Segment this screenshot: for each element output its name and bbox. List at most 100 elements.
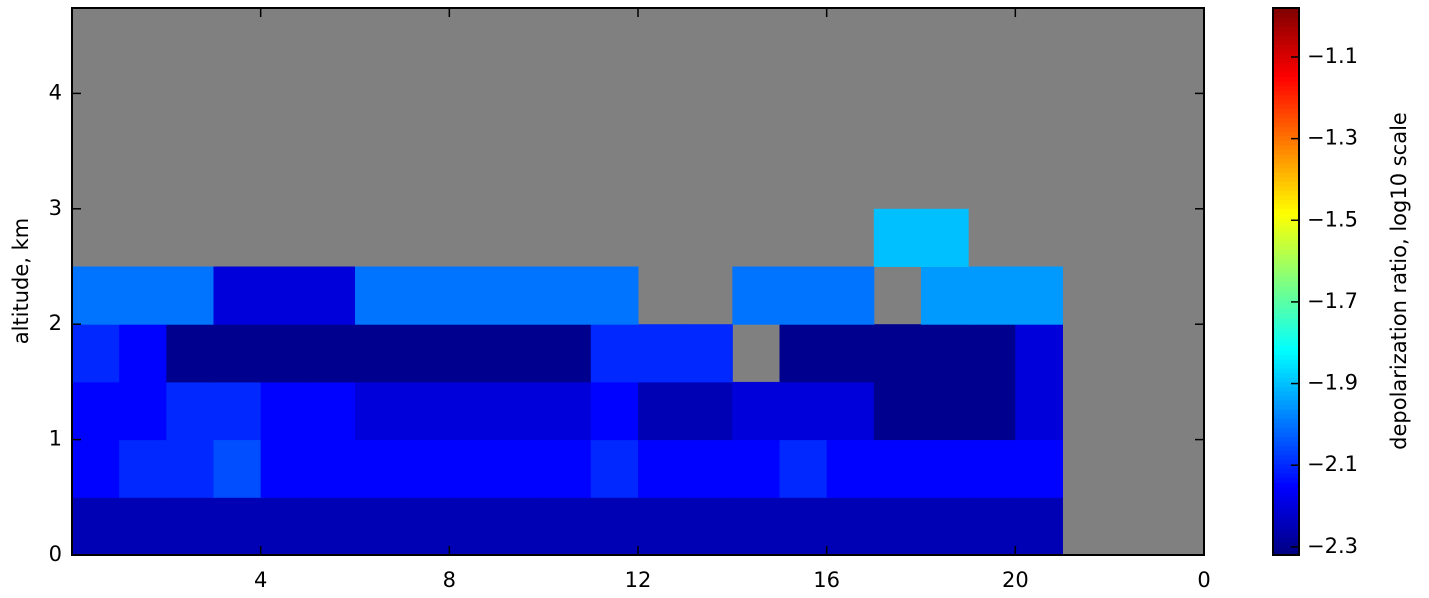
heatmap-cell [402,266,450,325]
colorbar-segment [1273,21,1299,27]
colorbar-segment [1273,258,1299,264]
colorbar-segment [1273,495,1299,501]
colorbar-segment [1273,254,1299,260]
colorbar-segment [1273,76,1299,82]
heatmap-cell [119,324,167,383]
colorbar-segment [1273,308,1299,315]
colorbar-segment [1273,26,1299,32]
colorbar-segment [1273,117,1299,123]
heatmap-cell [213,439,262,498]
y-tick-label: 1 [49,427,62,451]
colorbar-segment [1273,536,1299,542]
colorbar-segment [1273,263,1299,269]
heatmap-cell [496,439,545,498]
colorbar-segment [1273,504,1299,511]
colorbar-segment [1273,286,1299,292]
colorbar-segment [1273,126,1299,132]
heatmap-cell [873,208,922,267]
heatmap-cell [1015,497,1063,556]
colorbar-segment [1273,290,1299,296]
heatmap-cell [685,381,733,441]
colorbar-segment [1273,327,1299,333]
colorbar-segment [1273,441,1299,447]
heatmap-cell [307,497,356,556]
heatmap-cell [590,439,639,498]
colorbar-segment [1273,162,1299,169]
heatmap-cell [496,497,545,556]
heatmap-cell [638,381,686,441]
colorbar-segment [1273,550,1299,556]
colorbar-tick-label: −1.5 [1307,207,1358,231]
heatmap-cell [260,497,309,556]
colorbar-segment [1273,322,1299,328]
colorbar-segment [1273,108,1299,114]
heatmap-cell [119,497,167,556]
heatmap-cell [72,266,120,325]
heatmap-cell [119,381,167,441]
heatmap-cell [826,266,875,325]
heatmap-cell [496,324,545,383]
heatmap-cell [921,324,969,383]
colorbar-label: depolarization ratio, log10 scale [1387,112,1411,450]
heatmap-cell [779,497,828,556]
colorbar-segment [1273,500,1299,506]
colorbar-tick-label: −2.3 [1307,534,1358,558]
colorbar-tick-label: −2.1 [1307,452,1358,476]
heatmap-cell [732,381,780,441]
colorbar-segment [1273,358,1299,365]
heatmap-cell [543,497,592,556]
heatmap-cell [921,439,969,498]
colorbar-segment [1273,518,1299,524]
heatmap-cell [355,381,403,441]
heatmap-cell [260,324,309,383]
heatmap-cell [685,497,733,556]
colorbar-segment [1273,317,1299,324]
heatmap-cell [213,497,262,556]
heatmap-cell [260,381,309,441]
colorbar-segment [1273,121,1299,128]
colorbar-segment [1273,140,1299,146]
colorbar-segment [1273,527,1299,533]
x-tick-label: 16 [813,568,840,592]
x-tick-label: 0 [1197,568,1210,592]
heatmap-cell [590,381,639,441]
colorbar-segment [1273,272,1299,278]
colorbar-tick-label: −1.3 [1307,126,1358,150]
heatmap-cell [260,439,309,498]
colorbar-segment [1273,222,1299,228]
heatmap-cell [72,497,120,556]
colorbar-segment [1273,199,1299,205]
heatmap-cell [119,266,167,325]
heatmap-cell [307,324,356,383]
y-tick-label: 4 [49,80,62,104]
colorbar-segment [1273,491,1299,497]
colorbar-segment [1273,208,1299,214]
colorbar-segment [1273,240,1299,246]
y-tick-label: 0 [49,542,62,566]
heatmap-cell [166,497,214,556]
colorbar-segment [1273,35,1299,41]
heatmap-cell [1015,381,1063,441]
heatmap-cell [968,266,1016,325]
heatmap-cell [873,381,922,441]
colorbar-tick-label: −1.7 [1307,289,1358,313]
heatmap-cell [779,266,828,325]
heatmap-cell [779,439,828,498]
colorbar-segment [1273,459,1299,465]
y-axis-label: altitude, km [9,218,33,345]
colorbar-segment [1273,436,1299,442]
colorbar-segment [1273,103,1299,109]
heatmap-cell [213,266,262,325]
heatmap-cell [307,266,356,325]
colorbar-segment [1273,477,1299,483]
heatmap-cell [166,266,214,325]
heatmap-cell [685,324,733,383]
y-tick-label: 2 [49,311,62,335]
colorbar-segment [1273,454,1299,460]
heatmap-cell [496,266,545,325]
heatmap-cell [355,439,403,498]
colorbar-segment [1273,249,1299,255]
heatmap-cell [213,381,262,441]
colorbar-segment [1273,336,1299,342]
